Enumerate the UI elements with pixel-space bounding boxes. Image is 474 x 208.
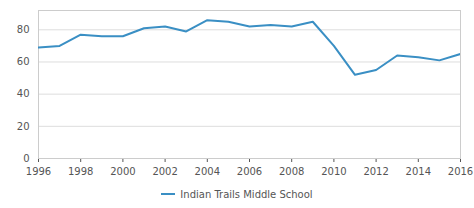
svg-text:2006: 2006	[237, 166, 262, 177]
svg-text:2014: 2014	[406, 166, 431, 177]
html-text:Indian Trails Middle School: Indian Trails Middle School	[180, 188, 313, 200]
svg-text:2010: 2010	[321, 166, 346, 177]
svg-text:2016: 2016	[448, 166, 473, 177]
svg-text:0: 0	[23, 153, 29, 164]
svg-text:2008: 2008	[279, 166, 304, 177]
svg-text:2004: 2004	[195, 166, 220, 177]
svg-text:80: 80	[17, 24, 30, 35]
svg-text:1996: 1996	[26, 166, 51, 177]
svg-text:20: 20	[17, 121, 30, 132]
svg-text:1998: 1998	[68, 166, 93, 177]
svg-text:60: 60	[17, 56, 30, 67]
svg-text:40: 40	[17, 88, 30, 99]
svg-text:2002: 2002	[152, 166, 177, 177]
svg-text:2000: 2000	[110, 166, 135, 177]
svg-text:2012: 2012	[363, 166, 388, 177]
